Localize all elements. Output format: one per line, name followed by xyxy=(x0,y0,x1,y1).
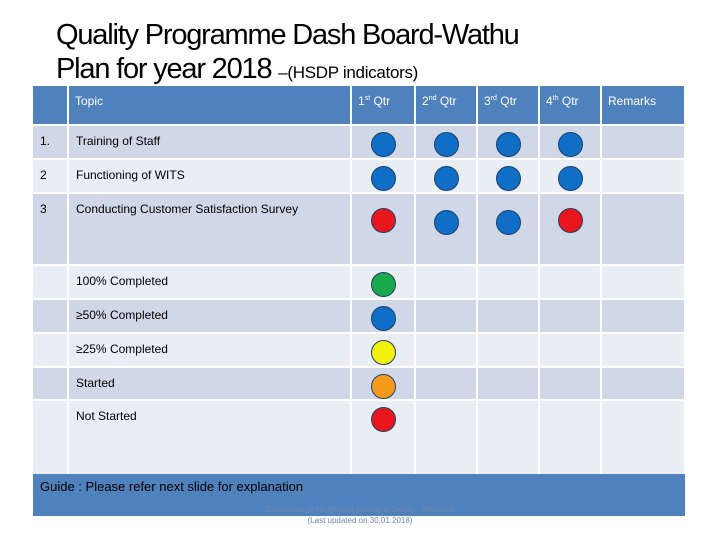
legend-dot-cell xyxy=(351,265,416,300)
status-dot-cell xyxy=(351,159,416,194)
status-dot xyxy=(557,208,583,233)
status-dot xyxy=(433,210,459,235)
header-q1: 1st Qtr xyxy=(351,86,416,126)
status-dot-cell xyxy=(415,159,478,194)
slide-title: Quality Programme Dash Board-Wathu Plan … xyxy=(56,18,696,90)
header-q4: 4th Qtr xyxy=(539,86,602,126)
footer-line-1: Directorate of Healthcare Quality & Safe… xyxy=(265,505,455,514)
header-q2: 2nd Qtr xyxy=(415,86,478,126)
status-dot-cell xyxy=(477,159,540,194)
legend-spacer xyxy=(33,299,69,334)
legend-dot-blue xyxy=(370,306,396,331)
status-dot xyxy=(495,166,521,191)
header-remarks: Remarks xyxy=(601,86,686,126)
legend-dot-cell xyxy=(351,367,416,401)
legend-row: 100% Completed xyxy=(33,265,686,300)
status-dot-cell xyxy=(415,193,478,266)
status-dot xyxy=(557,166,583,191)
legend-spacer xyxy=(33,367,69,401)
header-num xyxy=(33,86,69,126)
title-line-2: Plan for year 2018 –(HSDP indicators) xyxy=(56,52,696,90)
guide-bar: Guide : Please refer next slide for expl… xyxy=(33,474,685,516)
table-row: 2 Functioning of WITS xyxy=(33,159,686,194)
legend-spacer xyxy=(33,400,69,477)
status-dot-cell xyxy=(415,125,478,160)
legend-label: ≥50% Completed xyxy=(68,299,352,334)
status-dot-cell xyxy=(477,125,540,160)
status-dot xyxy=(433,166,459,191)
row-topic: Functioning of WITS xyxy=(68,159,352,194)
header-topic: Topic xyxy=(68,86,352,126)
legend-dot-cell xyxy=(351,333,416,368)
row-remarks xyxy=(601,159,686,194)
legend-label: Started xyxy=(68,367,352,401)
legend-spacer xyxy=(33,265,69,300)
guide-text: Guide : Please refer next slide for expl… xyxy=(40,479,304,494)
row-number: 1. xyxy=(33,125,69,160)
dashboard-table: Topic 1st Qtr 2nd Qtr 3rd Qtr 4th Qtr Re… xyxy=(33,86,686,477)
header-q3: 3rd Qtr xyxy=(477,86,540,126)
status-dot xyxy=(495,210,521,235)
legend-row: Started xyxy=(33,367,686,401)
row-remarks xyxy=(601,193,686,266)
status-dot xyxy=(370,166,396,191)
legend-row: ≥50% Completed xyxy=(33,299,686,334)
status-dot-cell xyxy=(351,125,416,160)
legend-dot-green xyxy=(370,272,396,297)
status-dot-cell xyxy=(539,159,602,194)
table-row: 1. Training of Staff xyxy=(33,125,686,160)
legend-dot-yellow xyxy=(370,340,396,365)
title-subtitle: –(HSDP indicators) xyxy=(278,63,419,82)
legend-row: Not Started xyxy=(33,400,686,477)
legend-dot-cell xyxy=(351,299,416,334)
legend-dot-red xyxy=(370,407,396,432)
legend-row: ≥25% Completed xyxy=(33,333,686,368)
status-dot-cell xyxy=(351,193,416,266)
row-number: 3 xyxy=(33,193,69,266)
status-dot-cell xyxy=(477,193,540,266)
legend-label: Not Started xyxy=(68,400,352,477)
status-dot-cell xyxy=(539,125,602,160)
legend-label: 100% Completed xyxy=(68,265,352,300)
status-dot-cell xyxy=(539,193,602,266)
legend-dot-orange xyxy=(370,374,396,399)
status-dot xyxy=(433,132,459,157)
row-topic: Training of Staff xyxy=(68,125,352,160)
status-dot xyxy=(557,132,583,157)
legend-dot-cell xyxy=(351,400,416,477)
row-topic: Conducting Customer Satisfaction Survey xyxy=(68,193,352,266)
title-line-1: Quality Programme Dash Board-Wathu xyxy=(56,19,520,51)
status-dot xyxy=(370,132,396,157)
legend-label: ≥25% Completed xyxy=(68,333,352,368)
footer-note: Directorate of Healthcare Quality & Safe… xyxy=(250,504,470,526)
footer-line-2: (Last updated on 30.01.2018) xyxy=(307,516,413,525)
table-row: 3 Conducting Customer Satisfaction Surve… xyxy=(33,193,686,266)
row-number: 2 xyxy=(33,159,69,194)
header-row: Topic 1st Qtr 2nd Qtr 3rd Qtr 4th Qtr Re… xyxy=(33,86,686,126)
row-remarks xyxy=(601,125,686,160)
title-line-2-main: Plan for year 2018 xyxy=(56,53,279,85)
status-dot xyxy=(495,132,521,157)
status-dot xyxy=(370,208,396,233)
legend-spacer xyxy=(33,333,69,368)
